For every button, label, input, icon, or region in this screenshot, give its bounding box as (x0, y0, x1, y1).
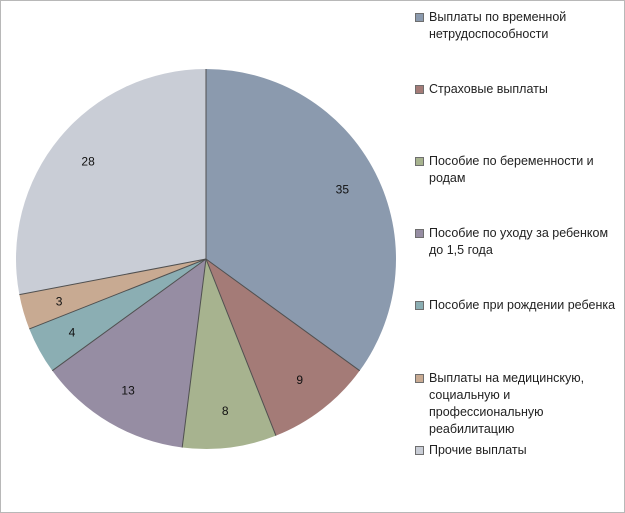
slice-divider (181, 258, 207, 448)
data-label-birth-benefit: 4 (69, 326, 76, 340)
legend-item-insurance-payments: Страховые выплаты (415, 81, 621, 98)
legend-item-childcare-benefit: Пособие по уходу за ребенком до 1,5 года (415, 225, 621, 259)
pie-slice-childcare-benefit (52, 259, 206, 448)
legend-label-pregnancy-benefit: Пособие по беременности и родам (429, 154, 594, 185)
legend-label-temporary-disability: Выплаты по временной нетрудоспособности (429, 10, 567, 41)
data-label-rehabilitation: 3 (56, 295, 63, 309)
slice-divider (205, 258, 361, 372)
slice-divider (51, 258, 207, 372)
legend-item-birth-benefit: Пособие при рождении ребенка (415, 297, 621, 314)
slice-divider (19, 258, 207, 296)
legend-swatch-pregnancy-benefit (415, 157, 424, 166)
legend-swatch-insurance-payments (415, 85, 424, 94)
data-label-pregnancy-benefit: 8 (222, 404, 229, 418)
data-label-other-payments: 28 (81, 154, 95, 168)
legend-swatch-birth-benefit (415, 301, 424, 310)
pie-slice-temporary-disability (206, 69, 396, 371)
pie-slice-other-payments (15, 69, 207, 295)
pie-slice-insurance-payments (206, 259, 360, 436)
legend-item-temporary-disability: Выплаты по временной нетрудоспособности (415, 9, 621, 43)
pie-slice-birth-benefit (29, 259, 206, 371)
legend-swatch-rehabilitation (415, 374, 424, 383)
data-label-insurance-payments: 9 (296, 373, 303, 387)
slice-divider (29, 258, 207, 330)
legend-swatch-temporary-disability (415, 13, 424, 22)
slice-divider (205, 258, 277, 436)
legend-item-pregnancy-benefit: Пособие по беременности и родам (415, 153, 621, 187)
legend-item-rehabilitation: Выплаты на медицинскую, социальную и про… (415, 370, 621, 438)
legend-label-birth-benefit: Пособие при рождении ребенка (429, 298, 616, 312)
data-label-childcare-benefit: 13 (121, 384, 135, 398)
legend-label-insurance-payments: Страховые выплаты (429, 82, 548, 96)
legend-item-other-payments: Прочие выплаты (415, 442, 621, 459)
legend-swatch-other-payments (415, 446, 424, 455)
legend-label-childcare-benefit: Пособие по уходу за ребенком до 1,5 года (429, 226, 609, 257)
data-label-temporary-disability: 35 (336, 183, 350, 197)
pie-slice-rehabilitation (19, 259, 207, 329)
legend-label-other-payments: Прочие выплаты (429, 443, 527, 457)
legend-swatch-childcare-benefit (415, 229, 424, 238)
legend-label-rehabilitation: Выплаты на медицинскую, социальную и про… (429, 371, 585, 436)
pie-slice-pregnancy-benefit (182, 259, 276, 450)
